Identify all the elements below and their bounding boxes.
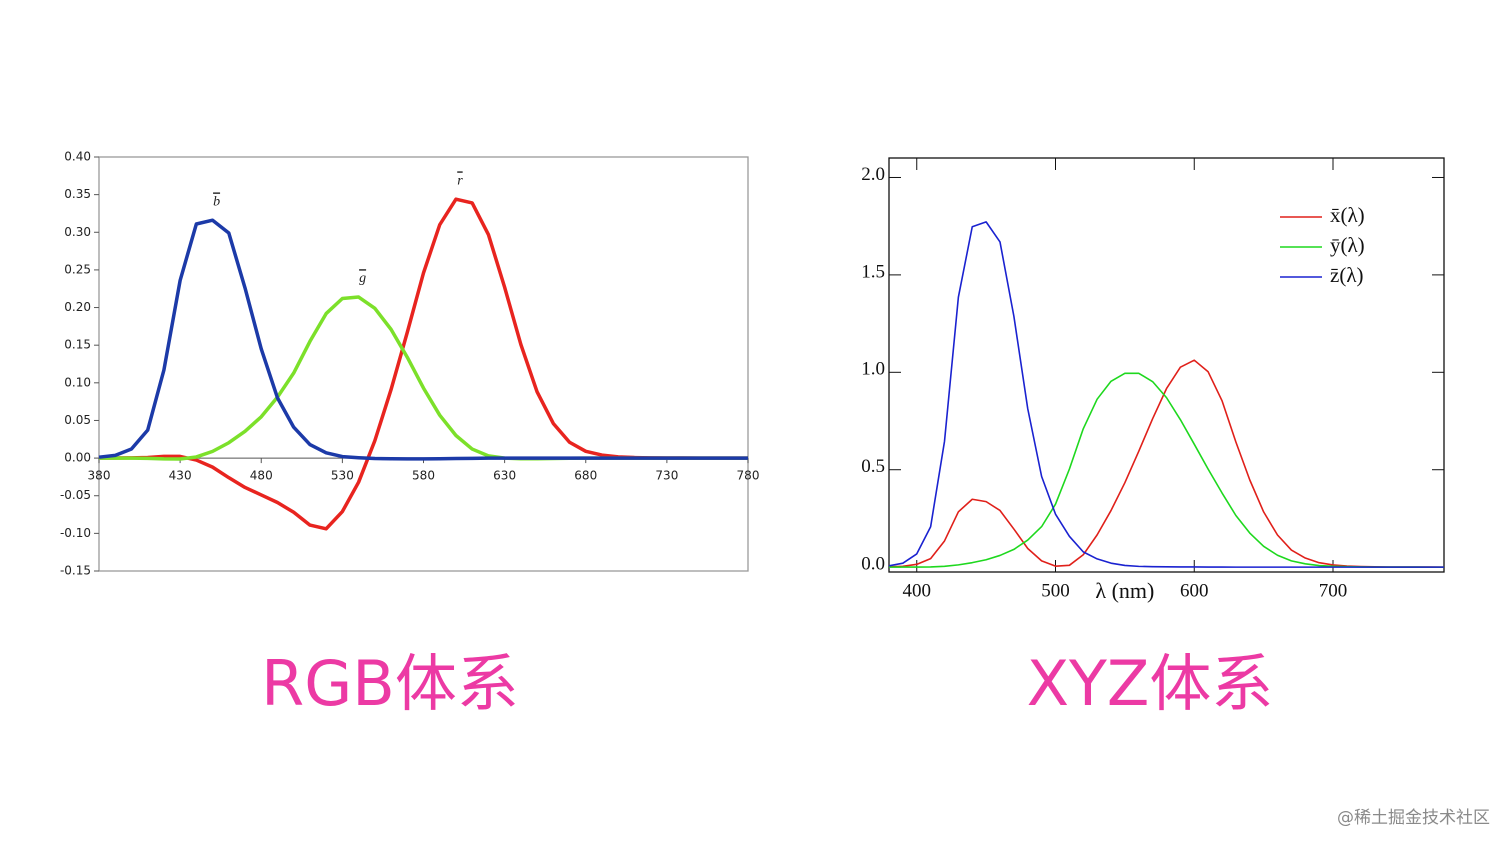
x-tick-label: 400 (903, 580, 932, 601)
y-tick-label: 0.25 (64, 262, 91, 276)
y-tick-label: -0.10 (60, 526, 91, 540)
y-tick-label: -0.15 (60, 564, 91, 578)
series-line (98, 218, 748, 461)
plot-frame (98, 156, 749, 572)
legend-label: z̄(λ) (1330, 263, 1364, 287)
watermark: @稀土掘金技术社区 (1337, 808, 1490, 828)
chart-caption: XYZ体系 (1027, 647, 1274, 720)
series-line (888, 359, 1445, 568)
y-tick-label: 0.00 (64, 451, 91, 465)
x-tick-label: 680 (574, 469, 597, 483)
plot-frame (888, 157, 1445, 573)
y-tick-label: 0.10 (64, 375, 91, 389)
chart-caption: RGB体系 (261, 647, 519, 720)
series-label: b (213, 194, 220, 209)
y-tick-label: 0.40 (64, 150, 91, 164)
legend-label: ȳ(λ) (1330, 233, 1365, 257)
x-tick-label: 530 (331, 469, 354, 483)
y-tick-label: 2.0 (861, 164, 885, 185)
x-tick-label: 600 (1180, 580, 1209, 601)
y-tick-label: 0.20 (64, 300, 91, 314)
y-tick-label: 1.0 (861, 359, 885, 380)
x-tick-label: 480 (250, 469, 273, 483)
series-label: g (359, 271, 366, 286)
x-tick-label: 630 (493, 469, 516, 483)
y-tick-label: 0.0 (861, 553, 885, 574)
y-tick-label: -0.05 (60, 488, 91, 502)
chart: 0.0 0.5 1.0 1.5 2.0 400 500 600 700 x̄(λ) ȳ(λ) z̄(λ… (861, 157, 1445, 720)
series-line (99, 295, 748, 461)
x-tick-label: 580 (412, 469, 435, 483)
y-tick-label: 0.30 (64, 225, 91, 239)
x-tick-label: 780 (737, 469, 760, 483)
x-axis-label: λ (nm) (1095, 578, 1154, 603)
y-tick-label: 0.5 (861, 456, 885, 477)
x-tick-label: 500 (1041, 580, 1070, 601)
legend-label: x̄(λ) (1330, 203, 1365, 227)
x-tick-label: 380 (88, 469, 111, 483)
x-tick-label: 430 (169, 469, 192, 483)
y-tick-label: 0.15 (64, 338, 91, 352)
y-tick-label: 0.35 (64, 187, 91, 201)
series-line (888, 372, 1444, 568)
series-label: r (457, 173, 463, 188)
x-tick-label: 730 (655, 469, 678, 483)
x-tick-label: 700 (1319, 580, 1348, 601)
chart: 0.40 0.35 0.30 0.25 0.20 0.15 0.10 0.05 0.00 -0.0… (60, 150, 760, 721)
y-tick-label: 1.5 (861, 261, 885, 282)
series-line (888, 221, 1444, 568)
y-tick-label: 0.05 (64, 413, 91, 427)
